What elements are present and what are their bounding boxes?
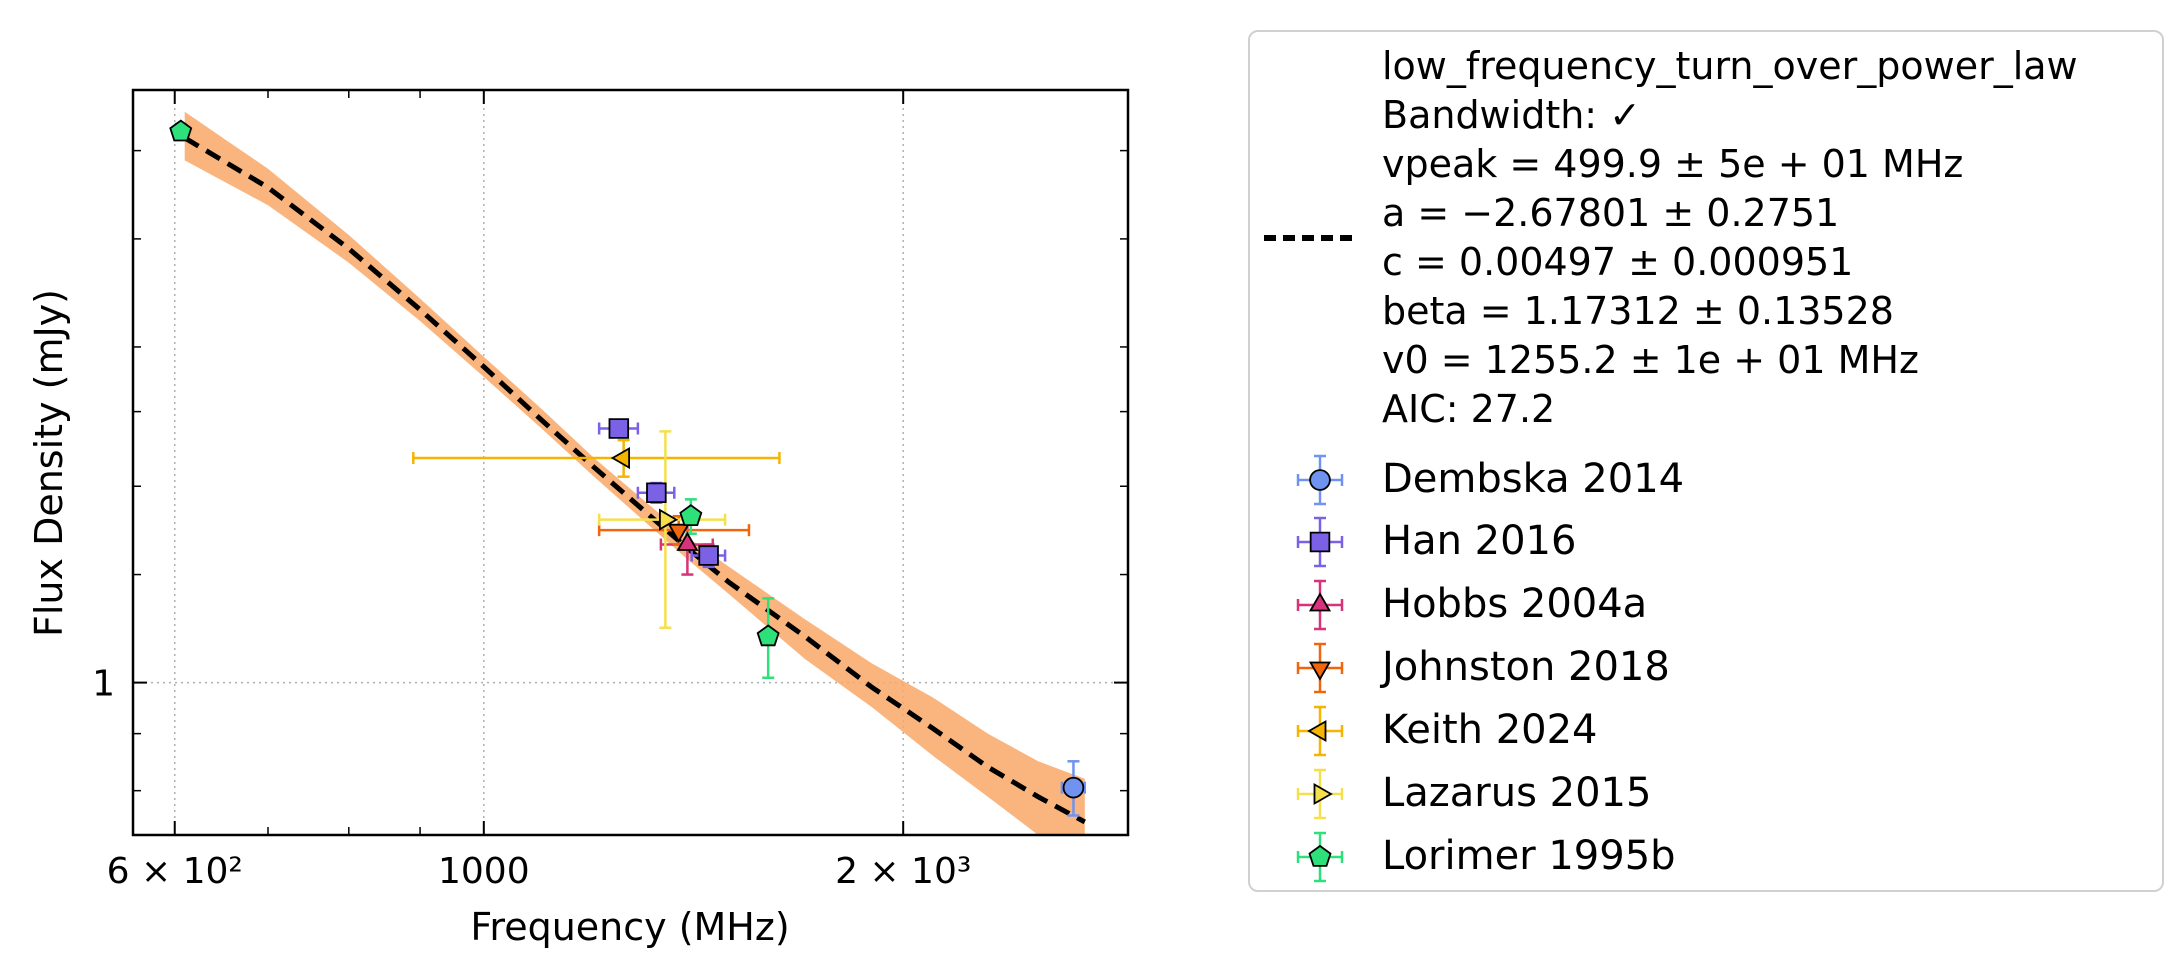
legend-marker-shape xyxy=(1309,469,1331,491)
x-tick-label: 2 × 10³ xyxy=(835,851,971,892)
legend-label: Dembska 2014 xyxy=(1382,456,1685,502)
legend-entry-lorimer-1995b: Lorimer 1995b xyxy=(1250,827,2150,887)
fit-curve-line xyxy=(183,135,1086,825)
legend-entry-han-2016: Han 2016 xyxy=(1250,512,2150,572)
data-point-pentagon xyxy=(756,624,780,647)
fit-vpeak: vpeak = 499.9 ± 5e + 01 MHz xyxy=(1382,142,1964,186)
data-point-pentagon xyxy=(679,504,703,526)
legend-marker-shape xyxy=(1313,782,1333,806)
legend-entry-lazarus-2015: Lazarus 2015 xyxy=(1250,764,2150,824)
fit-param-c: c = 0.00497 ± 0.000951 xyxy=(1382,240,1854,284)
legend-marker-shape xyxy=(1308,592,1332,612)
legend-marker-circle xyxy=(1296,454,1344,506)
markers-layer xyxy=(169,119,1085,799)
legend-entry-johnston-2018: Johnston 2018 xyxy=(1250,638,2150,698)
legend-entry-hobbs-2004a: Hobbs 2004a xyxy=(1250,575,2150,635)
fit-param-beta: beta = 1.17312 ± 0.13528 xyxy=(1382,289,1894,333)
legend-marker-triangle-right xyxy=(1296,768,1344,820)
y-tick-label: 1 xyxy=(92,664,115,705)
legend-label: Lazarus 2015 xyxy=(1382,770,1652,816)
legend-marker-triangle-left xyxy=(1296,705,1344,757)
legend-marker-shape xyxy=(1308,844,1332,867)
legend-label: Johnston 2018 xyxy=(1382,644,1670,690)
legend-label: Lorimer 1995b xyxy=(1382,833,1676,879)
legend-label: Hobbs 2004a xyxy=(1382,581,1648,627)
legend-entry-keith-2024: Keith 2024 xyxy=(1250,701,2150,761)
fit-legend-text: low_frequency_turn_over_power_law Bandwi… xyxy=(1382,42,2078,434)
legend-label: Han 2016 xyxy=(1382,518,1577,564)
x-axis-label: Frequency (MHz) xyxy=(470,905,789,949)
legend-label: Keith 2024 xyxy=(1382,707,1598,753)
data-point-triangle-right xyxy=(659,508,679,531)
fit-param-v0: v0 = 1255.2 ± 1e + 01 MHz xyxy=(1382,338,1919,382)
legend: low_frequency_turn_over_power_law Bandwi… xyxy=(1248,30,2164,892)
fit-line-layer xyxy=(183,135,1086,825)
fit-model-name: low_frequency_turn_over_power_law xyxy=(1382,44,2078,88)
legend-marker-triangle-down xyxy=(1296,642,1344,694)
fit-aic: AIC: 27.2 xyxy=(1382,387,1556,431)
x-tick-label: 1000 xyxy=(438,851,530,892)
fit-uncertainty-band xyxy=(184,111,1085,835)
legend-marker-square xyxy=(1296,516,1344,568)
legend-marker-shape xyxy=(1308,661,1332,681)
fit-param-a: a = −2.67801 ± 0.2751 xyxy=(1382,191,1840,235)
data-point-triangle-up xyxy=(676,531,699,551)
chart-canvas: 6 × 10² 1000 2 × 10³ 1 Frequency (MHz) Flux… xyxy=(27,88,1130,949)
fit-bandwidth: Bandwidth: ✓ xyxy=(1382,93,1642,137)
legend-entry-dembska-2014: Dembska 2014 xyxy=(1250,450,2150,510)
data-point-square xyxy=(646,482,667,504)
data-point-triangle-left xyxy=(610,446,630,470)
grid-lines xyxy=(133,90,1128,835)
x-tick-label: 6 × 10² xyxy=(107,851,243,892)
data-point-triangle-down xyxy=(667,523,690,544)
legend-marker-triangle-up xyxy=(1296,579,1344,631)
axis-ticks: 6 × 10² 1000 2 × 10³ 1 xyxy=(92,90,1128,892)
legend-marker-shape xyxy=(1309,531,1331,553)
fit-line-swatch xyxy=(1264,235,1352,241)
fit-band-layer xyxy=(184,111,1085,835)
data-point-square xyxy=(698,545,719,566)
legend-marker-shape xyxy=(1307,719,1327,743)
legend-marker-pentagon xyxy=(1296,831,1344,883)
data-point-pentagon xyxy=(169,119,193,142)
plot-frame xyxy=(131,88,1130,837)
data-point-square xyxy=(608,418,630,439)
data-point-circle xyxy=(1062,776,1085,799)
y-axis-label: Flux Density (mJy) xyxy=(27,289,71,637)
